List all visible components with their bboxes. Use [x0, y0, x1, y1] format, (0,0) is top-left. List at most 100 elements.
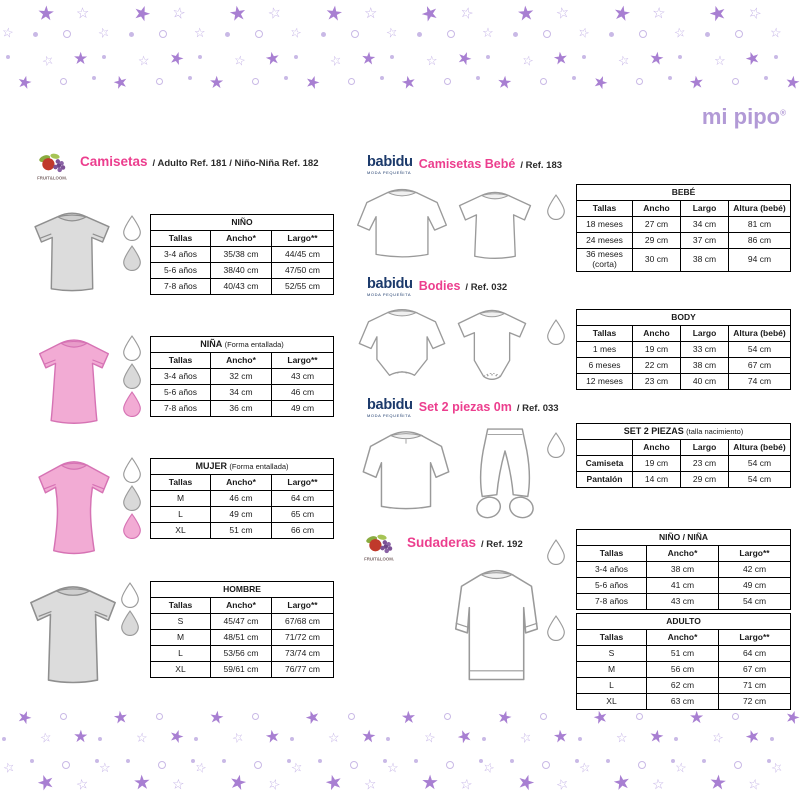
- column-header: Ancho: [632, 200, 681, 217]
- color-drop-gray-icon: [120, 362, 144, 389]
- table-title: BODY: [576, 309, 791, 326]
- star-outline-icon: ☆: [422, 729, 437, 746]
- dot-decoration: [383, 759, 387, 763]
- table-cell: Camiseta: [576, 455, 633, 472]
- star-outline-icon: ☆: [457, 3, 476, 24]
- star-filled-icon: ★: [496, 72, 514, 93]
- table-cell: 54 cm: [717, 593, 792, 610]
- dot-decoration: [540, 78, 547, 85]
- mipipo-logo-text: mi pipo: [701, 104, 781, 129]
- table-cell: S: [150, 613, 211, 630]
- column-header: Ancho: [632, 325, 681, 342]
- dot-decoration: [287, 759, 291, 763]
- star-outline-icon: ☆: [672, 24, 687, 41]
- dot-decoration: [543, 30, 551, 38]
- star-outline-icon: ☆: [746, 774, 763, 794]
- dot-decoration: [734, 761, 742, 769]
- tshirt-hombre-graphic: [30, 586, 116, 684]
- star-filled-icon: ★: [399, 71, 418, 94]
- star-filled-icon: ★: [420, 771, 440, 795]
- table-cell: XL: [150, 661, 211, 678]
- star-filled-icon: ★: [688, 707, 705, 728]
- column-header: Tallas: [576, 200, 633, 217]
- column-header: Largo**: [271, 230, 334, 247]
- table-title: HOMBRE: [149, 581, 335, 598]
- column-header: Tallas: [150, 352, 211, 369]
- star-outline-icon: ☆: [193, 24, 206, 41]
- dot-decoration: [348, 713, 355, 720]
- dot-decoration: [62, 761, 70, 769]
- table-row: S 45/47 cm 67/68 cm: [150, 613, 335, 630]
- star-outline-icon: ☆: [288, 23, 304, 42]
- star-outline-icon: ☆: [745, 3, 764, 24]
- table-cell: 38/40 cm: [210, 262, 272, 279]
- dot-decoration: [636, 78, 643, 85]
- table-cell: 45/47 cm: [210, 613, 272, 630]
- table-cell: 54 cm: [727, 471, 792, 488]
- table-title: NIÑA (Forma entallada): [149, 336, 335, 353]
- table-cell: 48/51 cm: [210, 629, 272, 646]
- babidu-logo-text: babidu: [367, 276, 413, 292]
- table-cell: 64 cm: [717, 645, 792, 662]
- star-filled-icon: ★: [15, 71, 35, 94]
- fruit-logo-text: FRUIT&LOOM.: [364, 556, 394, 561]
- table-cell: 49 cm: [210, 506, 272, 523]
- dot-decoration: [582, 55, 586, 59]
- color-drop-gray-icon: [120, 484, 144, 511]
- table-row: 5-6 años 38/40 cm 47/50 cm: [150, 262, 334, 279]
- dot-decoration: [60, 78, 67, 85]
- star-filled-icon: ★: [611, 770, 633, 796]
- set-shirt-graphic: [362, 431, 450, 510]
- dot-decoration: [446, 761, 454, 769]
- table-cell: 74 cm: [728, 373, 791, 390]
- table-mujer: MUJER (Forma entallada) Tallas Ancho* La…: [149, 458, 335, 539]
- table-row: BODY: [576, 309, 791, 326]
- body-shortsleeve-graphic: [457, 309, 527, 381]
- table-cell: XL: [150, 522, 211, 539]
- star-outline-icon: ☆: [98, 759, 111, 776]
- star-filled-icon: ★: [263, 725, 282, 748]
- star-outline-icon: ☆: [517, 728, 534, 747]
- dot-decoration: [156, 713, 163, 720]
- sweatshirt-graphic: [454, 569, 539, 681]
- star-outline-icon: ☆: [480, 758, 497, 777]
- table-cell: 54 cm: [727, 455, 792, 472]
- star-filled-icon: ★: [611, 1, 633, 27]
- table-cell: 67/68 cm: [270, 613, 335, 630]
- dot-decoration: [575, 759, 579, 763]
- table-cell: 30 cm: [632, 248, 681, 272]
- dot-decoration: [350, 761, 358, 769]
- table-cell: 3-4 años: [150, 368, 211, 385]
- column-header: Largo**: [270, 474, 335, 491]
- star-filled-icon: ★: [782, 706, 800, 729]
- star-filled-icon: ★: [516, 2, 536, 26]
- dot-decoration: [2, 737, 6, 741]
- dot-decoration: [671, 759, 675, 763]
- star-filled-icon: ★: [360, 726, 378, 747]
- dot-decoration: [126, 759, 130, 763]
- table-cell: XL: [576, 693, 647, 710]
- table-cell: 66 cm: [270, 522, 335, 539]
- table-cell: 71 cm: [717, 677, 792, 694]
- table-cell: 44/45 cm: [271, 246, 334, 263]
- babidu-logo: babidu MODA PEQUEÑITA: [367, 277, 413, 297]
- table-cell: 36 cm: [210, 400, 272, 417]
- table-title: NIÑO: [150, 214, 334, 231]
- table-cell: 71/72 cm: [270, 629, 335, 646]
- table-row: Tallas Ancho* Largo**: [576, 545, 792, 562]
- column-header: Ancho*: [646, 545, 719, 562]
- table-cell: 23 cm: [680, 455, 729, 472]
- table-cell: 6 meses: [576, 357, 633, 374]
- section-subtitle-sudaderas: / Ref. 192: [481, 539, 523, 550]
- color-drop-white-icon: [120, 456, 144, 483]
- star-filled-icon: ★: [453, 724, 476, 749]
- dot-decoration: [30, 759, 34, 763]
- table-row: XL 59/61 cm 76/77 cm: [150, 661, 335, 678]
- star-outline-icon: ☆: [193, 758, 209, 777]
- dot-decoration: [447, 30, 455, 38]
- table-cell: 49 cm: [270, 400, 335, 417]
- section-title-bodies: Bodies: [418, 279, 461, 293]
- star-filled-icon: ★: [72, 48, 89, 69]
- registered-mark: ®: [780, 108, 786, 118]
- table-row: L 49 cm 65 cm: [150, 506, 335, 523]
